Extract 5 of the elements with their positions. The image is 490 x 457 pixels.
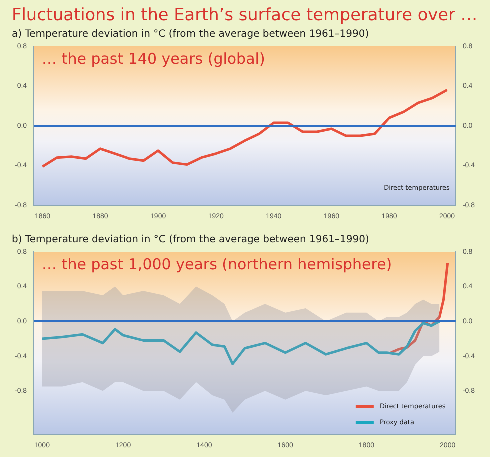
annotation: … the past 1,000 years (northern hemisphere): [42, 255, 392, 274]
chart-subtitle: a) Temperature deviation in °C (from the average between 1961–1990): [12, 28, 370, 40]
chart-title: Fluctuations in the Earth’s surface temperature over …: [12, 4, 478, 25]
annotation: … the past 140 years (global): [42, 50, 266, 68]
chart-title: b) Temperature deviation in °C (from the average between 1961–1990): [12, 234, 370, 246]
